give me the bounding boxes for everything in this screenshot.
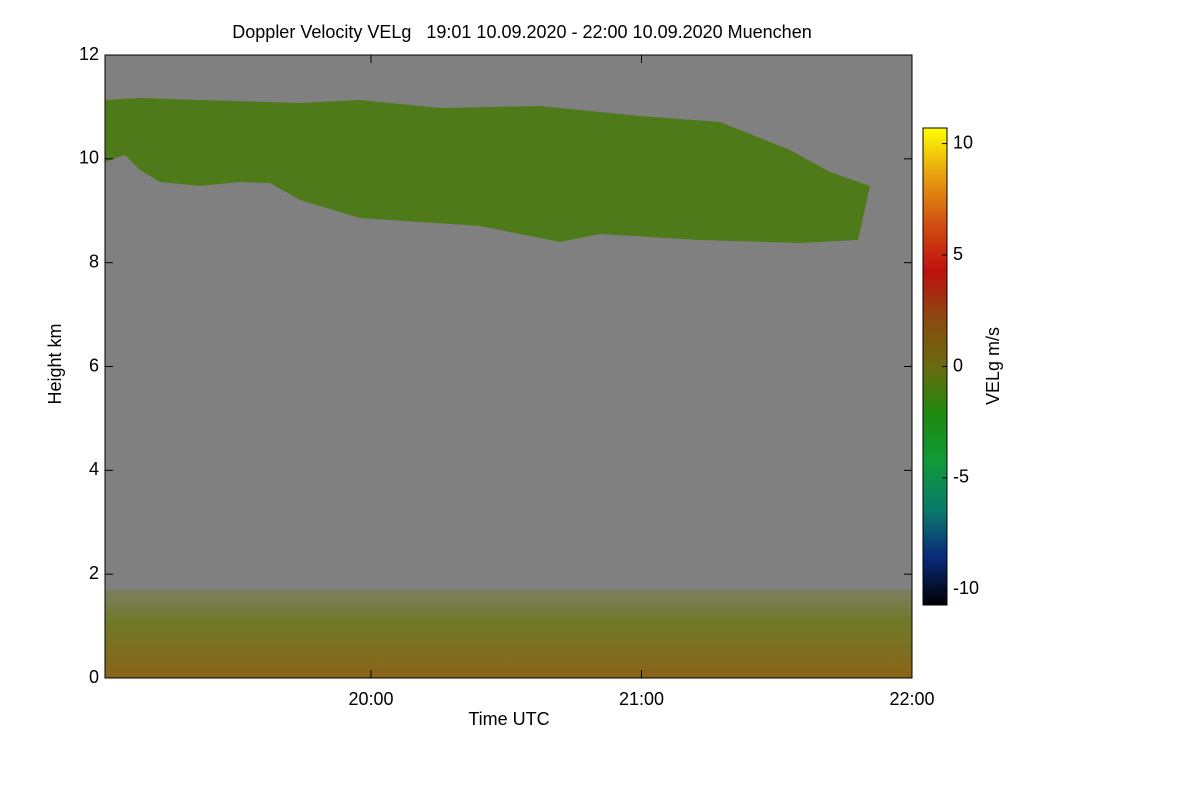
x-tick-label: 20:00 <box>348 689 393 709</box>
y-axis-label: Height km <box>45 323 65 404</box>
colorbar-tick-label: -5 <box>953 467 969 487</box>
chart-title: Doppler Velocity VELg 19:01 10.09.2020 -… <box>232 22 811 42</box>
x-axis-label: Time UTC <box>468 709 549 729</box>
y-tick-label: 12 <box>79 44 99 64</box>
x-tick-label: 22:00 <box>889 689 934 709</box>
y-tick-label: 10 <box>79 148 99 168</box>
y-tick-label: 8 <box>89 251 99 271</box>
cloud-echo <box>105 98 870 243</box>
colorbar-tick-label: 10 <box>953 132 973 152</box>
colorbar-tick-label: -10 <box>953 578 979 598</box>
colorbar-tick-label: 0 <box>953 355 963 375</box>
y-tick-label: 4 <box>89 459 99 479</box>
x-tick-label: 21:00 <box>619 689 664 709</box>
colorbar-tick-label: 5 <box>953 244 963 264</box>
y-tick-label: 0 <box>89 667 99 687</box>
colorbar-label: VELg m/s <box>983 327 1003 405</box>
boundary-layer-echo <box>105 590 912 678</box>
y-tick-label: 6 <box>89 355 99 375</box>
y-tick-label: 2 <box>89 563 99 583</box>
